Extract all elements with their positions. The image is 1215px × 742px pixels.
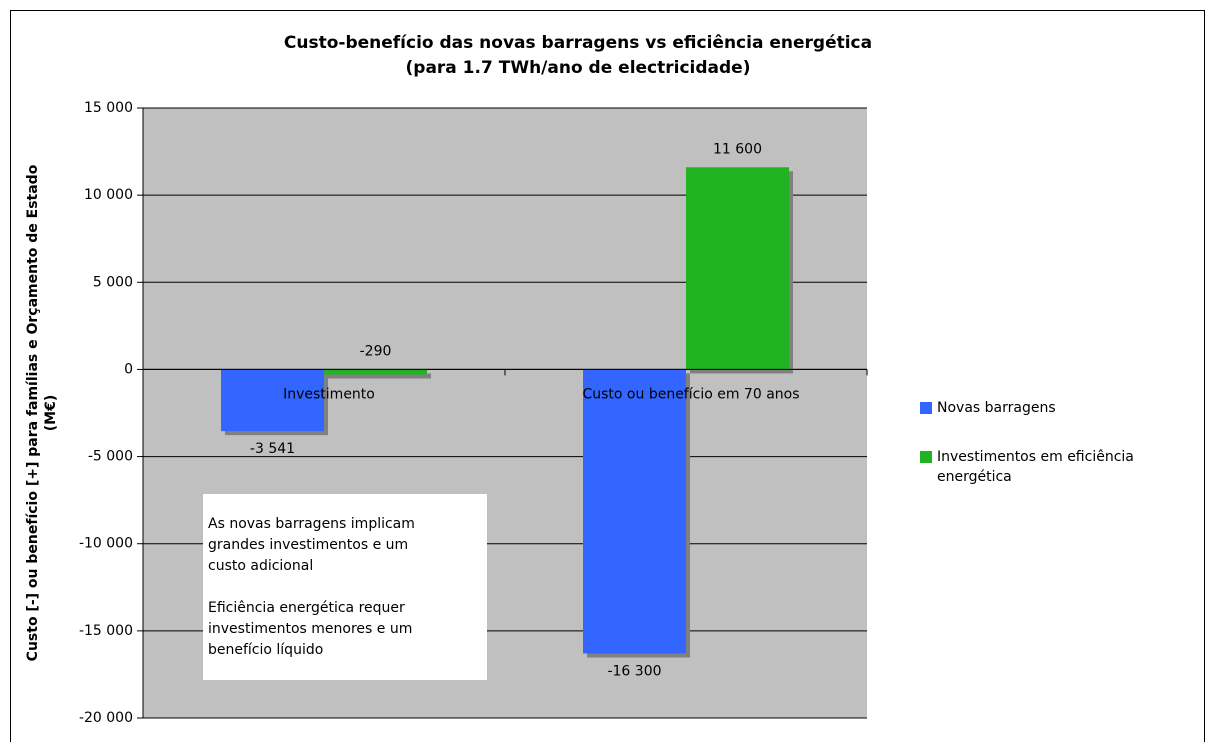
x-tick-label: Custo ou benefício em 70 anos — [582, 386, 799, 402]
y-tick-label: 5 000 — [93, 274, 133, 290]
legend-swatch — [920, 451, 932, 463]
chart-title: Custo-benefício das novas barragens vs e… — [284, 33, 872, 53]
annotation-text: custo adicional — [208, 558, 313, 574]
annotation-text: grandes investimentos e um — [208, 537, 408, 553]
data-label: 11 600 — [713, 141, 762, 157]
annotation-text: investimentos menores e um — [208, 621, 412, 637]
chart-title: (para 1.7 TWh/ano de electricidade) — [406, 58, 751, 78]
y-tick-label: -15 000 — [79, 623, 133, 639]
chart-border — [10, 10, 1205, 742]
annotation-text: benefício líquido — [208, 642, 323, 658]
annotation-text: As novas barragens implicam — [208, 516, 415, 532]
y-tick-label: -10 000 — [79, 536, 133, 552]
y-tick-label: 0 — [124, 361, 133, 377]
y-axis-label: (M€) — [43, 395, 59, 431]
annotation-text: Eficiência energética requer — [208, 600, 405, 616]
data-label: -3 541 — [250, 441, 295, 457]
data-label: -16 300 — [607, 664, 661, 680]
y-tick-label: 10 000 — [84, 187, 133, 203]
y-axis-label: Custo [-] ou benefício [+] para famílias… — [25, 164, 41, 661]
y-tick-label: -20 000 — [79, 710, 133, 726]
bar — [583, 369, 686, 654]
bar-shadow — [328, 373, 431, 379]
annotation-box — [203, 494, 487, 680]
y-tick-label: 15 000 — [84, 100, 133, 116]
bar — [686, 167, 789, 370]
legend-label: Novas barragens — [937, 400, 1056, 416]
data-label: -290 — [360, 343, 392, 359]
legend-label: Investimentos em eficiência energética — [937, 449, 1134, 485]
y-tick-label: -5 000 — [88, 449, 133, 465]
legend-swatch — [920, 402, 932, 414]
x-tick-label: Investimento — [283, 386, 375, 402]
bar — [324, 369, 427, 375]
bar — [221, 369, 324, 432]
